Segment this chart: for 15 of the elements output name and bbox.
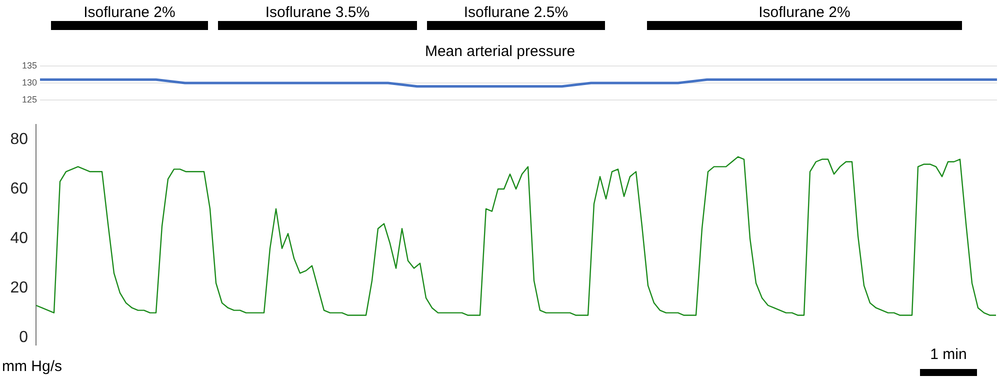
y-tick-label: 130 xyxy=(22,77,37,88)
text: 1 min xyxy=(929,346,968,363)
chart-title: Mean arterial pressure xyxy=(424,43,576,60)
y-tick-label: 135 xyxy=(22,60,37,70)
y-axis-title: mm Hg/s xyxy=(2,358,62,376)
text: Isoflurane 2% xyxy=(82,4,176,21)
y-tick-label: 0 xyxy=(19,328,28,346)
y-tick-label: 80 xyxy=(10,130,28,148)
y-tick-label: 40 xyxy=(10,230,28,247)
text: Isoflurane 2% xyxy=(758,4,852,21)
text: Isoflurane 2.5% xyxy=(462,4,570,21)
text: Isoflurane 3.5% xyxy=(264,4,371,21)
y-tick-label: 60 xyxy=(10,180,28,198)
y-tick-label: 125 xyxy=(22,94,37,104)
y-tick-label: 20 xyxy=(10,279,28,296)
